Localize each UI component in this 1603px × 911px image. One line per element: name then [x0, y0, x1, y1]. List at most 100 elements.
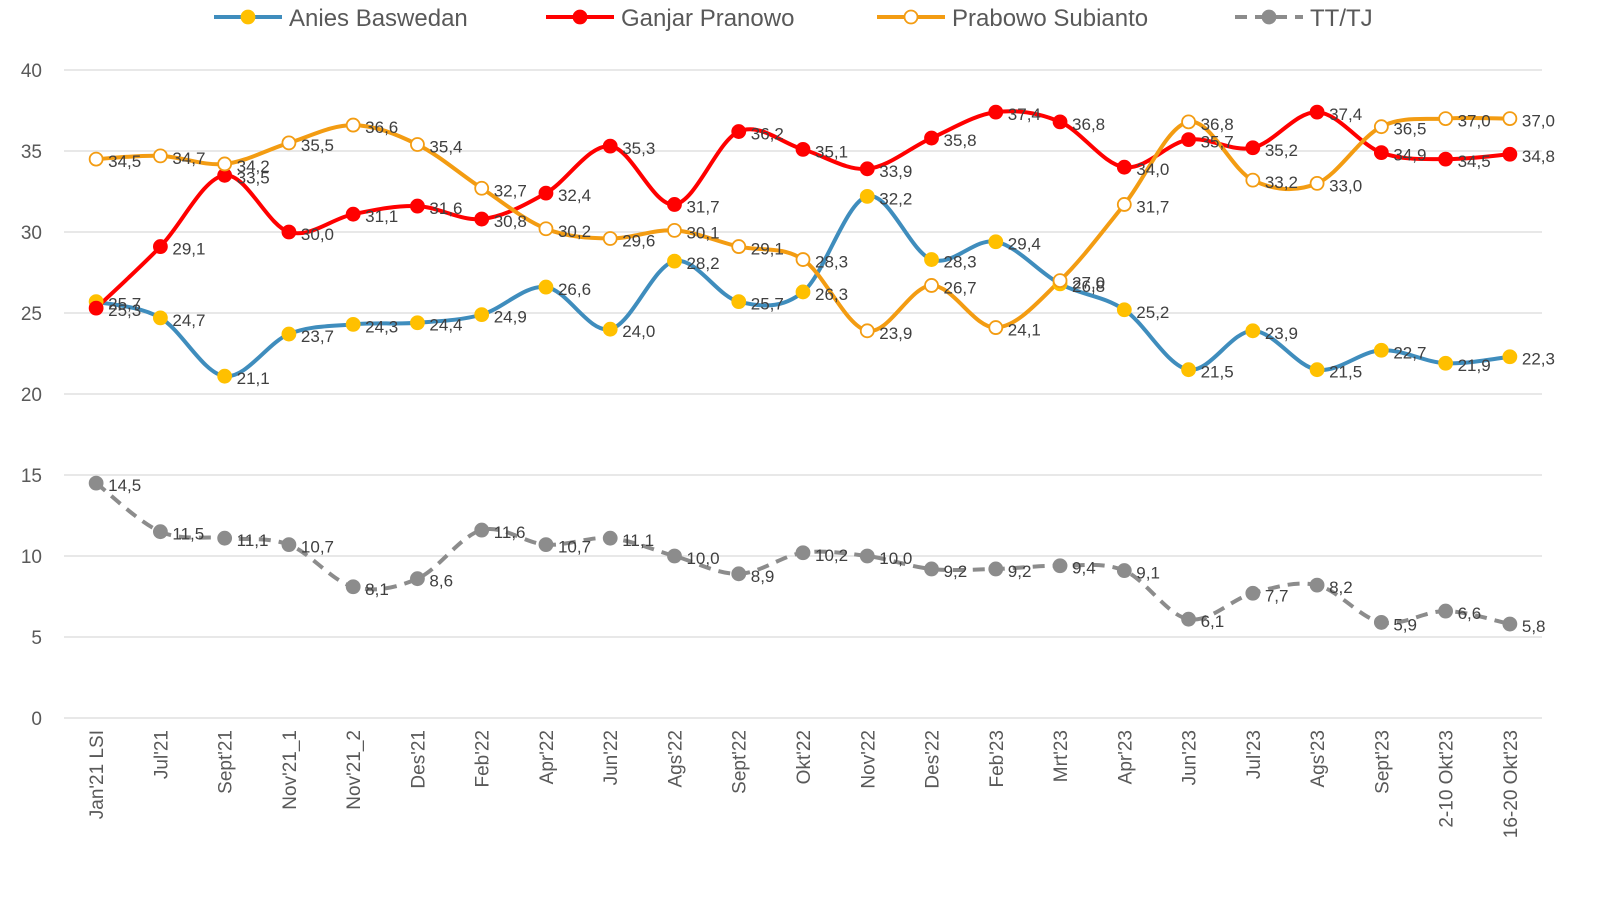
data-label: 33,5: [237, 168, 270, 187]
data-label: 25,7: [108, 295, 141, 314]
marker: [924, 278, 939, 293]
data-label: 14,5: [108, 476, 141, 495]
data-label: 37,4: [1008, 105, 1041, 124]
marker: [217, 530, 233, 546]
x-tick-label: Des'22: [923, 730, 944, 789]
marker: [152, 310, 168, 326]
marker: [667, 253, 682, 269]
marker: [602, 321, 618, 337]
data-label: 28,3: [815, 253, 848, 272]
marker: [1116, 563, 1132, 578]
data-label: 36,8: [1072, 115, 1105, 134]
marker: [859, 548, 875, 564]
data-label: 26,3: [815, 285, 848, 304]
data-label: 21,9: [1458, 356, 1491, 375]
marker: [667, 222, 682, 238]
data-label: 26,8: [1072, 277, 1105, 296]
marker: [217, 368, 233, 384]
legend-marker: [240, 9, 256, 25]
marker: [1116, 302, 1132, 318]
data-label: 9,1: [1136, 564, 1160, 583]
marker: [281, 224, 297, 240]
data-label: 35,4: [429, 138, 462, 157]
marker: [88, 475, 104, 491]
marker: [1116, 159, 1132, 175]
y-tick-label: 5: [31, 628, 42, 649]
data-label: 23,9: [879, 324, 912, 343]
data-label: 21,5: [1201, 363, 1234, 382]
data-label: 10,7: [558, 538, 591, 557]
data-label: 11,5: [172, 525, 204, 544]
marker: [1245, 140, 1261, 156]
x-tick-label: Nov'22: [858, 730, 879, 789]
marker: [1373, 342, 1389, 358]
data-label: 31,7: [686, 197, 719, 216]
legend-label: TT/TJ: [1310, 5, 1373, 32]
y-tick-label: 0: [31, 709, 42, 730]
data-label: 10,0: [686, 549, 719, 568]
data-label: 36,5: [1393, 120, 1426, 139]
y-tick-label: 20: [21, 385, 42, 406]
x-tick-label: Okt'22: [794, 730, 815, 784]
marker: [345, 316, 361, 332]
data-label: 28,3: [944, 253, 977, 272]
marker: [924, 561, 939, 577]
marker: [859, 323, 875, 339]
data-label: 10,0: [879, 549, 912, 568]
marker: [1438, 355, 1454, 371]
marker: [859, 161, 875, 177]
data-label: 31,1: [365, 207, 398, 226]
legend-label: Anies Baswedan: [289, 5, 468, 32]
marker: [1502, 146, 1518, 162]
legend-label: Prabowo Subianto: [952, 5, 1148, 32]
data-label: 36,6: [365, 118, 398, 137]
data-label: 9,4: [1072, 559, 1096, 578]
x-tick-label: Jul'21: [151, 730, 172, 779]
marker: [988, 561, 1004, 577]
marker: [1052, 273, 1068, 289]
marker: [795, 545, 811, 561]
data-label: 34,5: [1458, 152, 1491, 171]
y-tick-label: 30: [21, 223, 42, 244]
marker: [1373, 145, 1389, 161]
x-tick-label: Nov'21_1: [280, 730, 301, 810]
data-label: 29,1: [751, 240, 784, 259]
data-label: 26,7: [944, 278, 977, 297]
marker: [1438, 111, 1454, 126]
marker: [1245, 585, 1261, 601]
data-label: 23,9: [1265, 324, 1298, 343]
data-label: 22,3: [1522, 350, 1555, 369]
marker: [217, 156, 233, 172]
marker: [281, 135, 297, 151]
data-label: 37,0: [1458, 112, 1491, 131]
marker: [795, 252, 811, 267]
data-label: 34,7: [172, 149, 205, 168]
legend-marker: [903, 9, 919, 25]
x-tick-label: Des'21: [408, 730, 429, 789]
data-label: 34,5: [108, 152, 141, 171]
data-label: 32,7: [494, 181, 527, 200]
data-label: 24,9: [494, 308, 527, 327]
data-label: 33,2: [1265, 173, 1298, 192]
data-label: 32,4: [558, 186, 591, 205]
marker: [988, 104, 1004, 120]
marker: [474, 522, 490, 538]
marker: [88, 300, 104, 316]
y-tick-label: 25: [21, 304, 42, 325]
data-label: 27,0: [1072, 274, 1105, 293]
data-label: 10,7: [301, 538, 334, 557]
marker: [538, 185, 554, 201]
data-label: 30,0: [301, 225, 334, 244]
marker: [924, 130, 939, 146]
data-label: 26,6: [558, 280, 591, 299]
data-label: 25,7: [751, 295, 784, 314]
marker: [1181, 362, 1196, 378]
data-label: 5,8: [1522, 617, 1546, 636]
data-label: 9,2: [944, 562, 968, 581]
data-label: 23,7: [301, 327, 334, 346]
data-label: 9,2: [1008, 562, 1032, 581]
marker: [1116, 197, 1132, 212]
marker: [1502, 111, 1518, 126]
marker: [152, 239, 168, 254]
